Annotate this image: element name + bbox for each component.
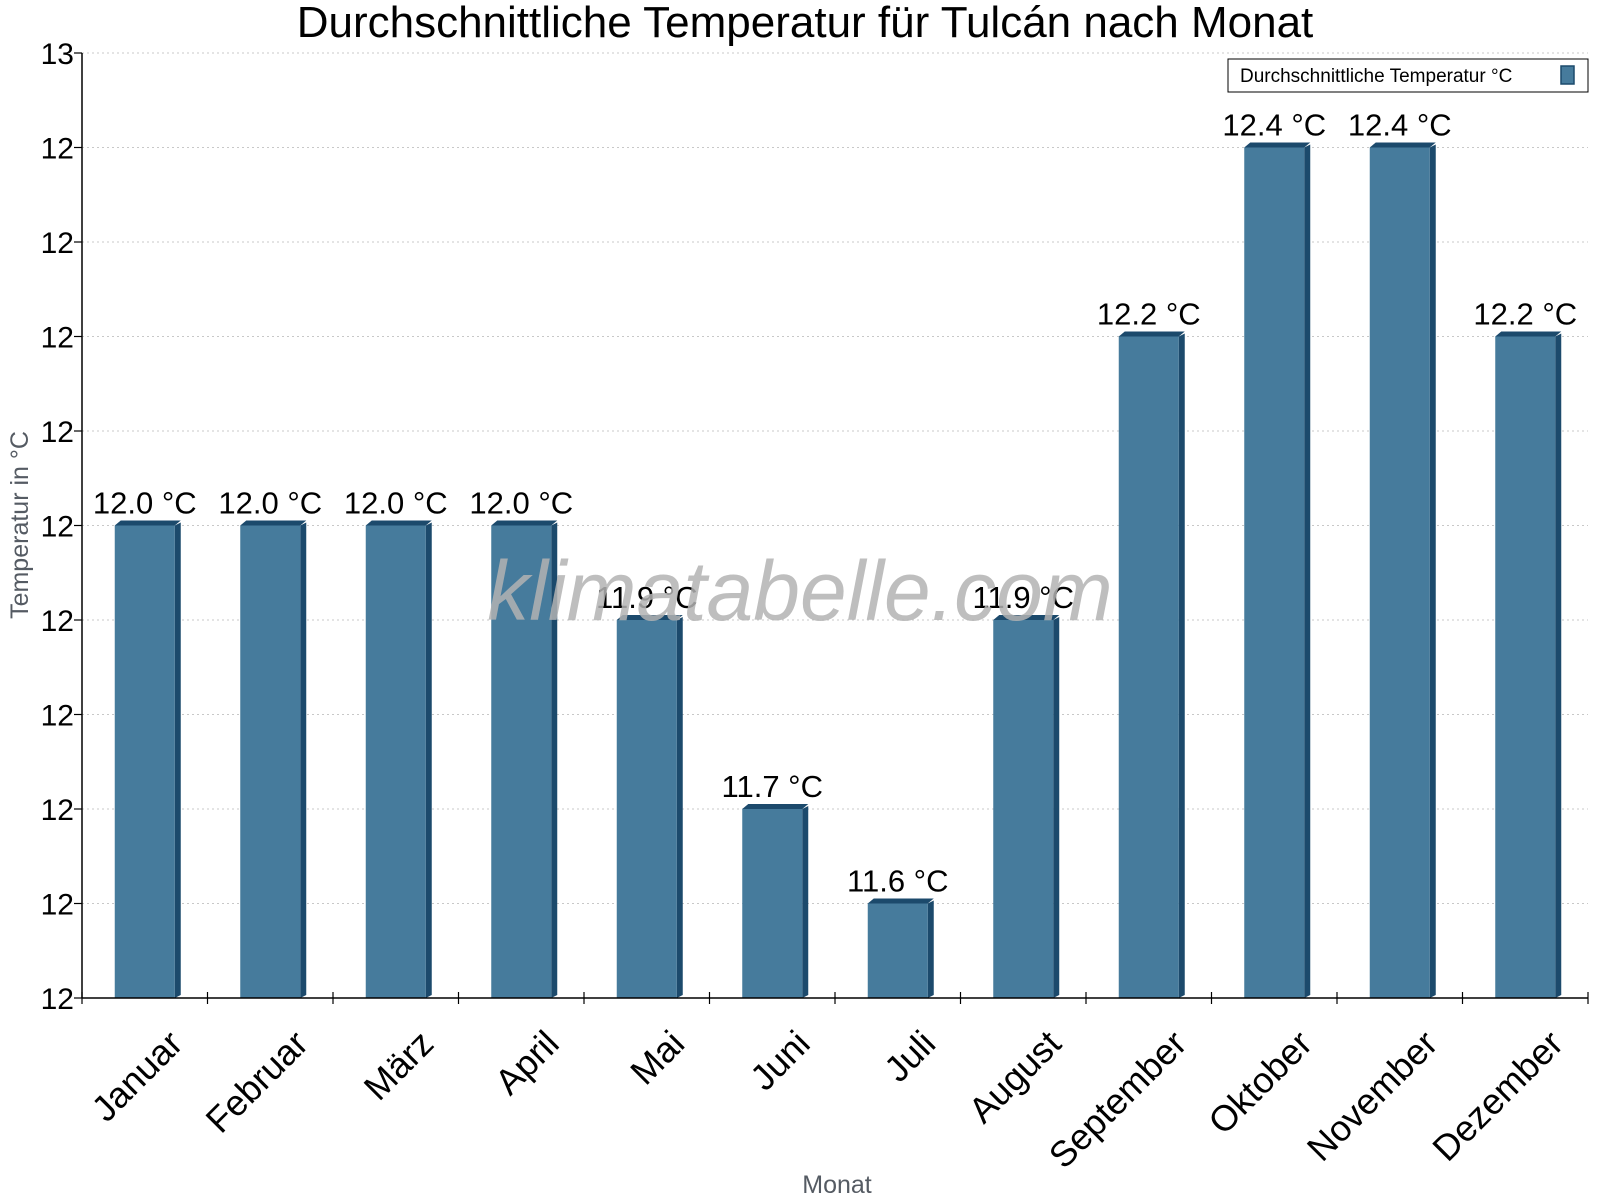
bar-side (927, 900, 934, 998)
bar-value-label: 11.9 °C (596, 580, 697, 615)
bar-value-label: 12.0 °C (93, 486, 197, 521)
bar-value-label: 12.4 °C (1222, 108, 1326, 143)
bar-top (742, 804, 809, 809)
bar-face (742, 809, 803, 998)
y-tick-label: 12 (41, 794, 74, 827)
bar-value-label: 12.4 °C (1348, 108, 1452, 143)
y-tick-label: 12 (41, 605, 74, 638)
bar-juni (742, 804, 809, 998)
x-tick-label: Mai (622, 1022, 692, 1092)
bar-face (867, 903, 928, 998)
bar-face (365, 525, 426, 998)
bar-side (1555, 333, 1562, 998)
bar-top (616, 615, 683, 620)
bar-november (1369, 142, 1436, 998)
bar-value-label: 12.0 °C (469, 486, 573, 521)
x-tick-label: Januar (83, 1022, 190, 1129)
x-tick-label: April (487, 1022, 567, 1102)
bar-side (1304, 144, 1311, 998)
bar-face (240, 525, 301, 998)
bar-face (1244, 147, 1305, 998)
x-tick-label: November (1299, 1022, 1445, 1168)
bar-face (114, 525, 175, 998)
bar-september (1118, 331, 1185, 998)
bar-value-label: 12.0 °C (344, 486, 448, 521)
bar-august (993, 615, 1060, 998)
x-tick-label: Juli (876, 1022, 943, 1089)
bar-top (365, 520, 432, 526)
legend-label: Durchschnittliche Temperatur °C (1240, 66, 1512, 87)
y-tick-label: 12 (41, 133, 74, 166)
bar-side (676, 617, 683, 998)
y-tick-label: 12 (41, 416, 74, 449)
bar-top (240, 520, 307, 526)
bar-april (491, 520, 558, 998)
bar-value-label: 12.0 °C (218, 486, 322, 521)
bar-top (1118, 331, 1185, 337)
bar-side (551, 522, 558, 998)
bar-top (1369, 142, 1436, 148)
bar-side (300, 522, 307, 998)
bar-face (1495, 336, 1556, 998)
legend-swatch (1560, 65, 1575, 85)
bar-juli (867, 898, 934, 998)
bar-top (491, 520, 558, 526)
bar-dezember (1495, 331, 1562, 998)
legend-box (1227, 58, 1589, 93)
bar-value-label: 11.7 °C (722, 769, 823, 804)
bar-value-labels: 12.0 °C 12.0 °C 12.0 °C 12.0 °C 11.9 °C 11.7 … (93, 108, 1577, 899)
bar-face (616, 620, 677, 998)
y-tick-label: 12 (41, 227, 74, 260)
bar-januar (114, 520, 181, 998)
bar-face (491, 525, 552, 998)
bar-märz (365, 520, 432, 998)
bar-side (1053, 617, 1060, 998)
bar-februar (240, 520, 307, 998)
bar-top (993, 615, 1060, 620)
grid-lines (82, 52, 1588, 999)
bar-face (1369, 147, 1430, 998)
bar-mai (616, 615, 683, 998)
bar-value-label: 11.6 °C (847, 864, 948, 899)
watermark: klimatabelle.com (487, 544, 1113, 638)
bar-side (1429, 144, 1436, 998)
y-tick-label: 12 (41, 889, 74, 922)
y-tick-label: 13 (41, 38, 74, 71)
x-tick-label: März (356, 1022, 442, 1108)
bar-value-label: 11.9 °C (973, 580, 1074, 615)
x-tick-label: Dezember (1424, 1022, 1570, 1168)
x-tick-label: September (1041, 1022, 1195, 1176)
bar-value-label: 12.2 °C (1097, 297, 1201, 332)
x-axis-title: Monat (802, 1171, 872, 1199)
bar-top (1244, 142, 1311, 148)
bar-oktober (1244, 142, 1311, 998)
x-tick-label: Juni (742, 1022, 818, 1098)
y-tick-label: 12 (41, 322, 74, 355)
bars (114, 142, 1562, 998)
bar-top (1495, 331, 1562, 337)
x-tick-label: August (960, 1022, 1068, 1130)
legend: Durchschnittliche Temperatur °C (1227, 58, 1589, 93)
bar-top (114, 520, 181, 526)
bar-face (1118, 336, 1179, 998)
x-tick-label: Oktober (1200, 1022, 1320, 1142)
y-tick-label: 12 (41, 511, 74, 544)
y-tick-label: 12 (41, 700, 74, 733)
y-axis-title: Temperatur in °C (6, 431, 34, 619)
y-tick-label: 12 (41, 983, 74, 1016)
bar-side (802, 806, 809, 998)
x-tick-label: Februar (198, 1022, 316, 1140)
bar-top (867, 898, 934, 904)
bar-side (425, 522, 432, 998)
bar-side (1178, 333, 1185, 998)
bar-face (993, 620, 1054, 998)
bar-value-label: 12.2 °C (1473, 297, 1577, 332)
bar-side (174, 522, 181, 998)
chart-title: Durchschnittliche Temperatur für Tulcán … (297, 0, 1314, 47)
